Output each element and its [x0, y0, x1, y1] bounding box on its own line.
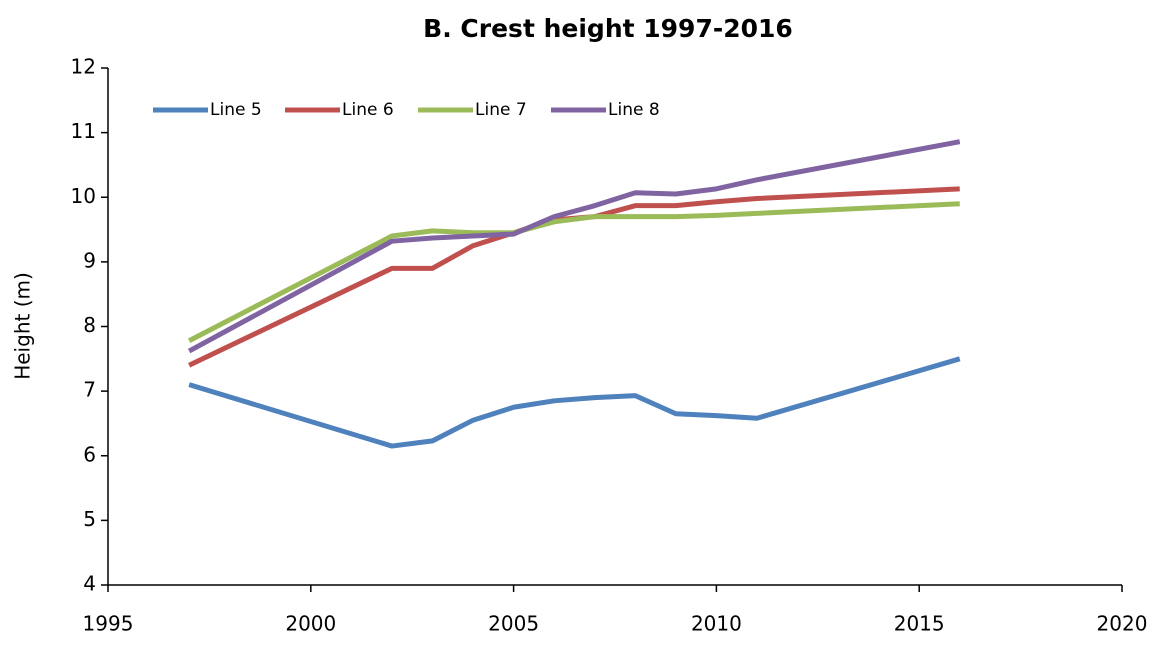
legend-label: Line 6: [342, 100, 394, 120]
legend-label: Line 7: [475, 100, 527, 120]
y-tick-label: 9: [83, 248, 96, 272]
y-tick-label: 7: [83, 378, 96, 402]
series-line: [187, 139, 961, 354]
series-line: [188, 356, 961, 449]
y-tick-label: 11: [71, 119, 96, 143]
y-tick-label: 10: [71, 184, 96, 208]
x-tick-label: 2015: [894, 612, 945, 636]
series-line: [188, 186, 960, 368]
x-tick-label: 1995: [83, 612, 134, 636]
legend-label: Line 5: [210, 100, 262, 120]
y-tick-label: 4: [83, 572, 96, 596]
x-tick-label: 2020: [1097, 612, 1148, 636]
x-tick-label: 2005: [488, 612, 539, 636]
y-tick-label: 8: [83, 313, 96, 337]
y-axis-label: Height (m): [11, 272, 35, 380]
x-tick-label: 2010: [691, 612, 742, 636]
chart-title: B. Crest height 1997-2016: [423, 14, 793, 43]
y-tick-label: 5: [83, 507, 96, 531]
x-tick-label: 2000: [285, 612, 336, 636]
y-tick-label: 6: [83, 442, 96, 466]
y-tick-label: 12: [71, 55, 96, 79]
series-line: [187, 201, 960, 343]
legend-label: Line 8: [608, 100, 660, 120]
